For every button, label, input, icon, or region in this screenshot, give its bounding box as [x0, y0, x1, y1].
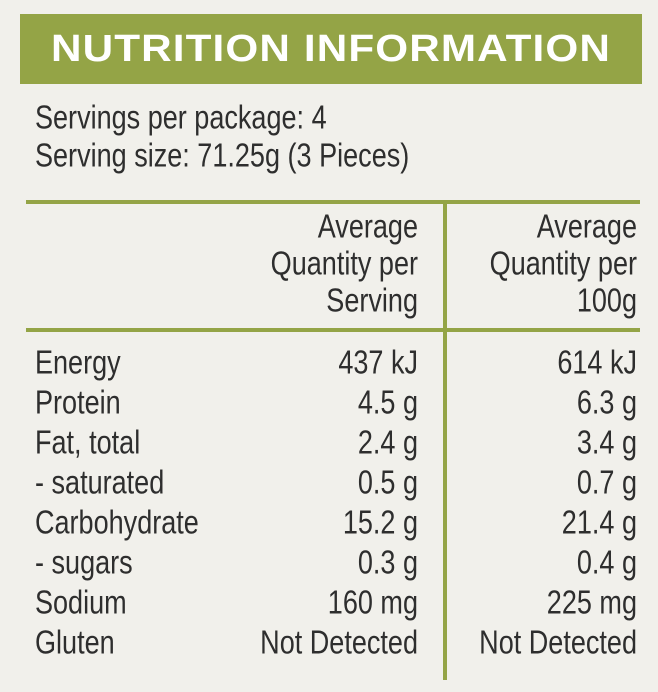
cell-value: 0.7 g — [577, 465, 637, 501]
serving-info: Servings per package: 4 — [35, 100, 327, 136]
title: NUTRITION INFORMATION — [51, 28, 611, 70]
cell-value: 15.2 g — [343, 505, 418, 541]
cell-value: 2.4 g — [358, 425, 418, 461]
row-label: Sodium — [35, 585, 127, 621]
column-header: Serving — [326, 283, 418, 319]
cell-value: 614 kJ — [557, 345, 637, 381]
row-label: Energy — [35, 345, 122, 381]
row-label: - saturated — [35, 465, 164, 501]
cell-value: 0.5 g — [358, 465, 418, 501]
cell-value: 225 mg — [547, 585, 637, 621]
row-label: Protein — [35, 385, 121, 421]
cell-value: 4.5 g — [358, 385, 418, 421]
cell-value: Not Detected — [479, 625, 637, 661]
column-header: Average — [318, 209, 418, 245]
cell-value: 0.3 g — [358, 545, 418, 581]
column-header: Quantity per — [271, 246, 418, 282]
cell-value: 0.4 g — [577, 545, 637, 581]
cell-value: 160 mg — [328, 585, 418, 621]
row-label: Gluten — [35, 625, 115, 661]
cell-value: 21.4 g — [562, 505, 637, 541]
cell-value: Not Detected — [260, 625, 418, 661]
row-label: Fat, total — [35, 425, 140, 461]
cell-value: 437 kJ — [338, 345, 418, 381]
row-label: Carbohydrate — [35, 505, 199, 541]
title-banner — [20, 14, 642, 84]
row-label: - sugars — [35, 545, 133, 581]
column-header: Average — [537, 209, 637, 245]
serving-info: Serving size: 71.25g (3 Pieces) — [35, 138, 409, 174]
column-header: Quantity per — [490, 246, 637, 282]
cell-value: 6.3 g — [577, 385, 637, 421]
column-header: 100g — [577, 283, 637, 319]
cell-value: 3.4 g — [577, 425, 637, 461]
